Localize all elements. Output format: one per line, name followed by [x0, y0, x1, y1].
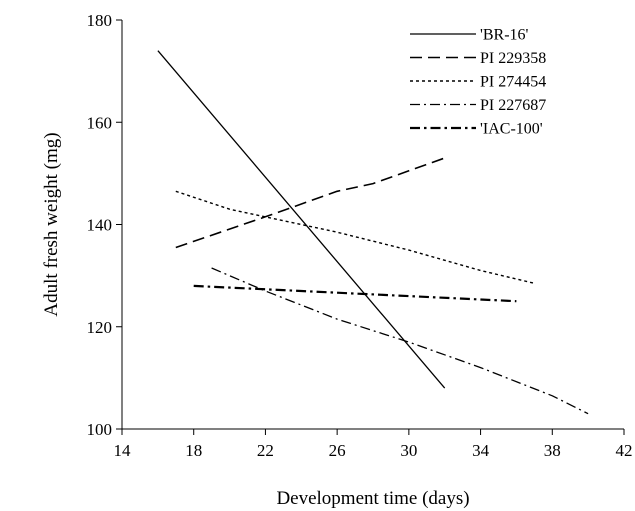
- series-line-5: [193, 284, 517, 303]
- x-tick-label: 38: [544, 441, 561, 460]
- series-line-3: [175, 190, 535, 284]
- legend-label-1: 'BR-16': [480, 27, 529, 44]
- y-tick-label: 180: [87, 11, 113, 30]
- axes: [121, 20, 624, 430]
- y-tick-label: 120: [87, 318, 113, 337]
- legend-label-4: PI 227687: [480, 97, 546, 114]
- x-axis-title: Development time (days): [276, 488, 469, 509]
- x-tick-label: 26: [329, 441, 346, 460]
- y-tick-label: 100: [87, 420, 113, 439]
- legend-label-5: 'IAC-100': [480, 121, 543, 138]
- series-line-1: [157, 50, 446, 389]
- x-tick-label: 30: [400, 441, 417, 460]
- x-tick-label: 22: [257, 441, 274, 460]
- series-line-2: [175, 157, 445, 249]
- y-tick-label: 140: [87, 216, 113, 235]
- x-tick-label: 18: [185, 441, 202, 460]
- series-layer: [157, 50, 589, 415]
- legend: 'BR-16' PI 229358 PI 274454 PI 227687 'IAC-1…: [410, 27, 546, 138]
- x-tick-label: 14: [114, 441, 132, 460]
- x-tick-label: 42: [616, 441, 633, 460]
- y-ticks: 100 120 140 160 180: [87, 11, 122, 439]
- x-tick-label: 34: [472, 441, 490, 460]
- y-axis-title: Adult fresh weight (mg): [41, 132, 62, 316]
- y-tick-label: 160: [87, 113, 113, 132]
- series-line-4: [211, 267, 589, 415]
- x-ticks: 14 18 22 26 30 34 38 42: [114, 429, 633, 460]
- legend-label-2: PI 229358: [480, 50, 546, 67]
- legend-label-3: PI 274454: [480, 74, 546, 91]
